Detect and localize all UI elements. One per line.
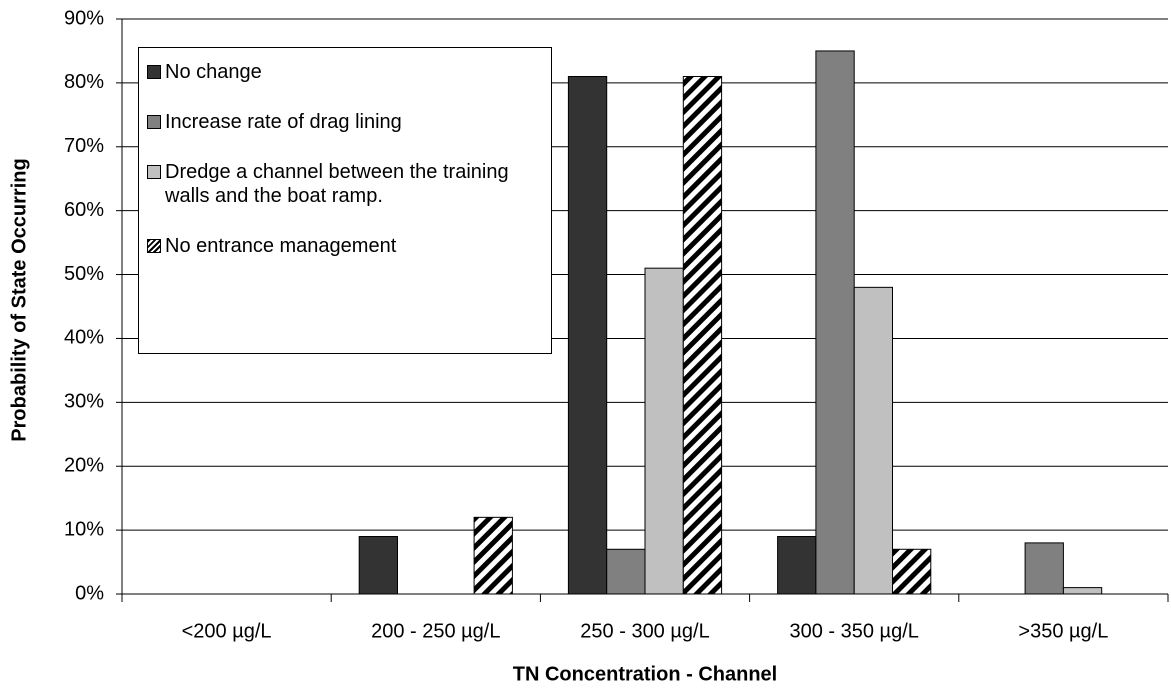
x-tick-label: 200 - 250 µg/L xyxy=(371,620,500,642)
bar xyxy=(1062,587,1103,595)
y-tick-label: 50% xyxy=(64,263,104,285)
y-axis-title: Probability of State Occurring xyxy=(8,158,30,441)
bar xyxy=(815,50,855,595)
bar xyxy=(892,548,932,595)
legend-label: Dredge a channel between the training wa… xyxy=(165,161,509,207)
bar xyxy=(644,267,684,595)
legend-entry: No change xyxy=(147,60,543,84)
y-tick-label: 30% xyxy=(64,391,104,413)
y-tick-label: 60% xyxy=(64,199,104,221)
y-tick-label: 0% xyxy=(75,582,104,604)
legend-swatch xyxy=(147,115,161,129)
y-tick-label: 90% xyxy=(64,7,104,29)
bar xyxy=(682,76,723,595)
legend-label: No entrance management xyxy=(165,235,397,257)
bar xyxy=(567,76,608,595)
legend-entry: Dredge a channel between the training wa… xyxy=(147,160,543,208)
y-tick-label: 10% xyxy=(64,518,104,540)
legend-swatch xyxy=(147,239,161,253)
bar xyxy=(358,536,399,595)
x-tick-label: 250 - 300 µg/L xyxy=(580,620,709,642)
legend-entry: No entrance management xyxy=(147,234,543,258)
y-tick-label: 20% xyxy=(64,455,104,477)
x-axis-title: TN Concentration - Channel xyxy=(513,663,777,685)
legend-label: No change xyxy=(165,61,262,83)
y-tick-label: 70% xyxy=(64,135,104,157)
x-tick-label: >350 µg/L xyxy=(1018,620,1108,642)
bar xyxy=(853,286,894,595)
bar xyxy=(1024,542,1064,595)
bar xyxy=(473,516,513,595)
legend-label: Increase rate of drag lining xyxy=(165,111,402,133)
bar xyxy=(606,548,646,595)
legend-swatch xyxy=(147,165,161,179)
y-tick-label: 40% xyxy=(64,327,104,349)
x-tick-label: 300 - 350 µg/L xyxy=(789,620,918,642)
legend-entry: Increase rate of drag lining xyxy=(147,110,543,134)
y-tick-label: 80% xyxy=(64,71,104,93)
bar xyxy=(777,536,817,595)
x-tick-label: <200 µg/L xyxy=(182,620,272,642)
legend-swatch xyxy=(147,65,161,79)
legend: No change Increase rate of drag lining Dre… xyxy=(138,47,552,354)
